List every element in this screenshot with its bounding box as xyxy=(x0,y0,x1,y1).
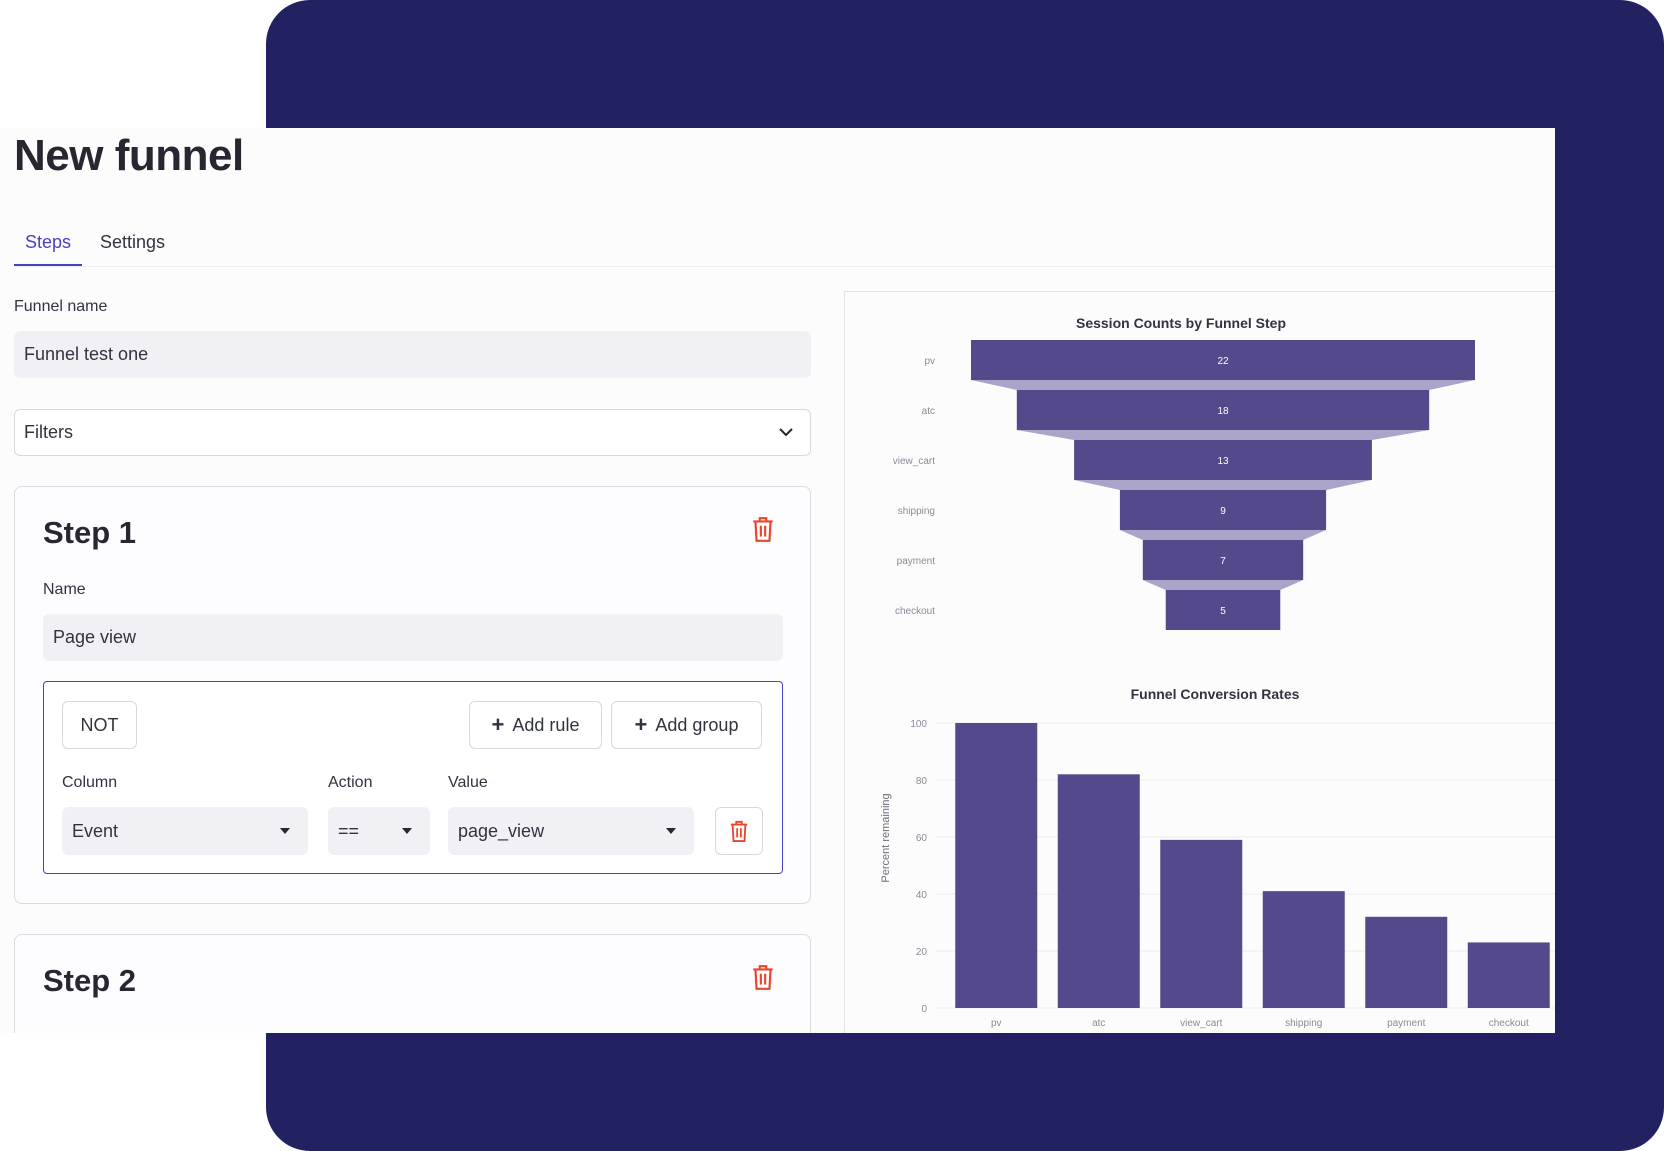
y-tick-label: 80 xyxy=(916,776,928,787)
plus-icon: + xyxy=(634,712,648,737)
value-label: Value xyxy=(448,774,488,791)
funnel-value-label: 22 xyxy=(1217,356,1229,367)
tab-settings[interactable]: Settings xyxy=(100,232,166,252)
funnel-chart-title: Session Counts by Funnel Step xyxy=(1076,315,1286,331)
value-select[interactable]: page_view xyxy=(448,807,694,855)
funnel-bar xyxy=(1074,440,1372,480)
bar xyxy=(1057,774,1140,1008)
rule-group: NOT + Add rule + Add group Column Action… xyxy=(43,681,783,874)
funnel-name-label: Funnel name xyxy=(14,298,108,315)
funnel-connector xyxy=(1119,530,1327,540)
funnel-bar xyxy=(1016,390,1430,430)
column-select[interactable]: Event xyxy=(62,807,308,855)
bar xyxy=(1262,891,1345,1008)
funnel-connector xyxy=(971,380,1475,390)
funnel-category-label: shipping xyxy=(898,506,935,517)
funnel-value-label: 18 xyxy=(1217,406,1229,417)
step-name-input[interactable]: Page view xyxy=(43,614,783,661)
tab-bar: Steps Settings xyxy=(14,224,1555,267)
bar xyxy=(1467,942,1550,1008)
caret-down-icon xyxy=(666,828,676,834)
funnel-category-label: atc xyxy=(922,406,935,417)
filters-expander[interactable]: Filters xyxy=(14,409,811,456)
page-title: New funnel xyxy=(14,131,244,180)
trash-icon[interactable] xyxy=(750,515,776,543)
add-rule-button[interactable]: + Add rule xyxy=(469,701,602,749)
funnel-connector xyxy=(1142,580,1304,590)
chart-panel: Session Counts by Funnel Step 22 pv 18 atc 1… xyxy=(844,291,1555,1033)
funnel-bar xyxy=(1142,540,1304,580)
column-select-value: Event xyxy=(72,820,119,841)
funnel-value-label: 9 xyxy=(1220,506,1226,517)
bar-chart-title: Funnel Conversion Rates xyxy=(1131,686,1300,702)
funnel-name-value: Funnel test one xyxy=(24,344,149,364)
bar-chart: 0 20 40 60 80 100 pv atc view_cart shipping paymen… xyxy=(910,719,1555,1029)
bar xyxy=(955,723,1038,1008)
funnel-connector xyxy=(1074,480,1372,490)
step-title: Step 1 xyxy=(43,515,137,550)
add-group-label: Add group xyxy=(655,714,739,735)
app-window: New funnel Steps Settings Funnel name Fu… xyxy=(0,128,1555,1033)
trash-icon[interactable] xyxy=(750,963,776,991)
funnel-category-label: pv xyxy=(924,356,935,367)
y-tick-label: 100 xyxy=(910,719,927,730)
step-name-value: Page view xyxy=(53,627,137,647)
funnel-name-input[interactable]: Funnel test one xyxy=(14,331,811,378)
trash-icon xyxy=(730,820,748,842)
value-select-value: page_view xyxy=(458,820,545,841)
not-toggle-button[interactable]: NOT xyxy=(62,701,137,749)
bar xyxy=(1365,916,1448,1008)
funnel-bar xyxy=(1119,490,1327,530)
funnel-chart: 22 pv 18 atc 13 view_cart 9 shipping 7 payment 5 ch… xyxy=(893,340,1475,630)
caret-down-icon xyxy=(402,828,412,834)
funnel-bar xyxy=(1165,590,1281,630)
step-title: Step 2 xyxy=(43,963,137,998)
step-name-label: Name xyxy=(43,581,86,598)
step-card-1: Step 1 Name Page view NOT + Add rule + A… xyxy=(14,486,811,904)
funnel-value-label: 13 xyxy=(1217,456,1229,467)
x-tick-label: pv xyxy=(991,1018,1002,1029)
step-card-2: Step 2 xyxy=(14,934,811,1033)
funnel-bar xyxy=(971,340,1475,380)
column-label: Column xyxy=(62,774,118,791)
y-tick-label: 60 xyxy=(916,833,928,844)
x-tick-label: shipping xyxy=(1285,1018,1322,1029)
x-tick-label: atc xyxy=(1092,1018,1105,1029)
caret-down-icon xyxy=(280,828,290,834)
plus-icon: + xyxy=(491,712,505,737)
delete-rule-button[interactable] xyxy=(715,807,763,855)
chevron-down-icon xyxy=(779,428,793,437)
x-tick-label: checkout xyxy=(1489,1018,1529,1029)
bar xyxy=(1160,839,1243,1008)
y-tick-label: 40 xyxy=(916,890,928,901)
x-tick-label: payment xyxy=(1387,1018,1426,1029)
x-tick-label: view_cart xyxy=(1180,1018,1222,1029)
add-group-button[interactable]: + Add group xyxy=(611,701,762,749)
funnel-value-label: 7 xyxy=(1220,556,1226,567)
y-tick-label: 20 xyxy=(916,947,928,958)
action-select[interactable]: == xyxy=(328,807,430,855)
action-select-value: == xyxy=(338,820,360,841)
funnel-category-label: payment xyxy=(897,556,936,567)
filters-label: Filters xyxy=(24,422,73,442)
charts-svg: Session Counts by Funnel Step 22 pv 18 atc 1… xyxy=(880,315,1555,1029)
tab-steps[interactable]: Steps xyxy=(14,224,82,266)
bar-chart-ylabel: Percent remaining xyxy=(880,793,892,882)
y-tick-label: 0 xyxy=(921,1004,927,1015)
funnel-category-label: checkout xyxy=(895,606,935,617)
add-rule-label: Add rule xyxy=(512,714,580,735)
funnel-category-label: view_cart xyxy=(893,456,935,467)
funnel-connector xyxy=(1016,430,1430,440)
funnel-value-label: 5 xyxy=(1220,606,1226,617)
action-label: Action xyxy=(328,774,373,791)
